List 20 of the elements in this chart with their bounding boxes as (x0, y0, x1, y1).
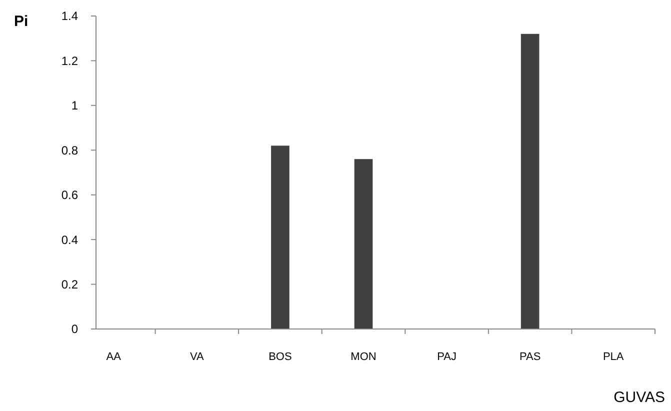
y-tick-label: 1 (71, 98, 78, 113)
y-tick-label: 0.6 (61, 188, 78, 202)
y-axis-title: Pi (14, 13, 28, 30)
x-tick-label: PAS (519, 351, 541, 363)
x-tick-label: PLA (602, 351, 624, 363)
y-tick-label: 1.4 (61, 9, 78, 24)
bar (520, 34, 540, 329)
y-tick-label: 0.4 (61, 232, 78, 247)
y-tick-label: 0.8 (61, 143, 78, 158)
x-tick-label: VA (190, 351, 205, 363)
x-tick-label: AA (106, 351, 122, 363)
x-tick-label: BOS (268, 351, 292, 363)
x-tick-label: MON (350, 351, 376, 363)
y-tick-label: 1.2 (61, 54, 78, 68)
x-axis-title: GUVAS (614, 389, 665, 406)
y-tick-label: 0.2 (61, 277, 78, 292)
x-tick-label: PAJ (437, 351, 456, 363)
bar (354, 159, 373, 329)
bar (271, 146, 290, 329)
y-tick-label: 0 (71, 322, 78, 336)
